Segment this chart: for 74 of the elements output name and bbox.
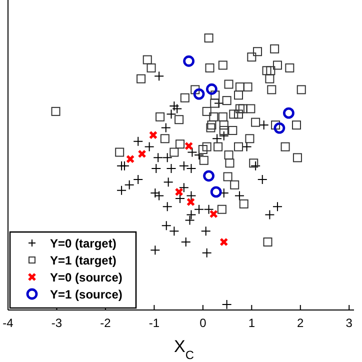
- point: [124, 180, 134, 190]
- legend-label: Y=1 (target): [50, 254, 116, 268]
- point: [126, 154, 135, 164]
- point: [154, 71, 164, 82]
- point: [116, 185, 127, 196]
- point: [186, 164, 196, 174]
- point: [212, 134, 222, 144]
- point: [218, 130, 229, 141]
- point: [242, 142, 252, 152]
- point: [194, 204, 204, 214]
- point: [200, 226, 211, 236]
- point: [272, 202, 282, 212]
- point: [283, 107, 294, 119]
- point: [162, 202, 172, 212]
- x-axis-title: X$_{C}$: [174, 337, 194, 362]
- point: [133, 174, 144, 184]
- point: [183, 55, 194, 67]
- point: [193, 88, 205, 100]
- point: [166, 164, 176, 174]
- point: [264, 210, 275, 220]
- x-tick-label: 2: [297, 316, 304, 330]
- point: [210, 186, 222, 198]
- point: [144, 142, 154, 152]
- x-tick-label: -4: [2, 316, 14, 330]
- point: [153, 152, 164, 163]
- x-tick-label: 1: [248, 316, 256, 330]
- x-tick-label: 3: [346, 316, 353, 330]
- point: [222, 300, 232, 310]
- point: [138, 150, 146, 158]
- point: [119, 160, 130, 171]
- point: [150, 245, 160, 256]
- point: [180, 237, 191, 247]
- point: [203, 170, 214, 182]
- point: [184, 142, 194, 150]
- point: [160, 122, 171, 133]
- x-tick-label: -3: [51, 316, 62, 330]
- point: [206, 83, 218, 95]
- point: [169, 101, 180, 111]
- point: [178, 182, 189, 193]
- point: [209, 210, 218, 218]
- point: [172, 104, 182, 114]
- point: [250, 160, 261, 171]
- point: [163, 177, 174, 188]
- point: [218, 188, 229, 198]
- point: [204, 204, 214, 214]
- point: [186, 190, 196, 201]
- point: [154, 190, 164, 201]
- point: [234, 190, 244, 201]
- point: [184, 215, 195, 226]
- point: [166, 109, 176, 120]
- point: [178, 160, 189, 171]
- point: [257, 174, 268, 184]
- x-tick-label: -1: [148, 316, 160, 330]
- legend-label: Y=1 (source): [50, 288, 122, 302]
- point: [174, 188, 184, 196]
- legend-label: Y=0 (source): [50, 270, 122, 284]
- point: [162, 152, 172, 163]
- point: [214, 98, 224, 108]
- point: [148, 130, 158, 140]
- x-tick-label: 0: [200, 316, 207, 330]
- point: [175, 193, 186, 204]
- point: [133, 136, 144, 146]
- x-tick-label: -2: [100, 316, 112, 330]
- point: [274, 122, 286, 134]
- point: [161, 220, 172, 231]
- point: [150, 188, 160, 198]
- point: [186, 210, 196, 220]
- legend-label: Y=0 (target): [50, 236, 116, 250]
- point: [186, 198, 196, 206]
- point: [202, 248, 212, 258]
- point: [151, 164, 162, 174]
- point: [258, 120, 269, 130]
- point: [169, 226, 180, 236]
- point: [220, 238, 228, 246]
